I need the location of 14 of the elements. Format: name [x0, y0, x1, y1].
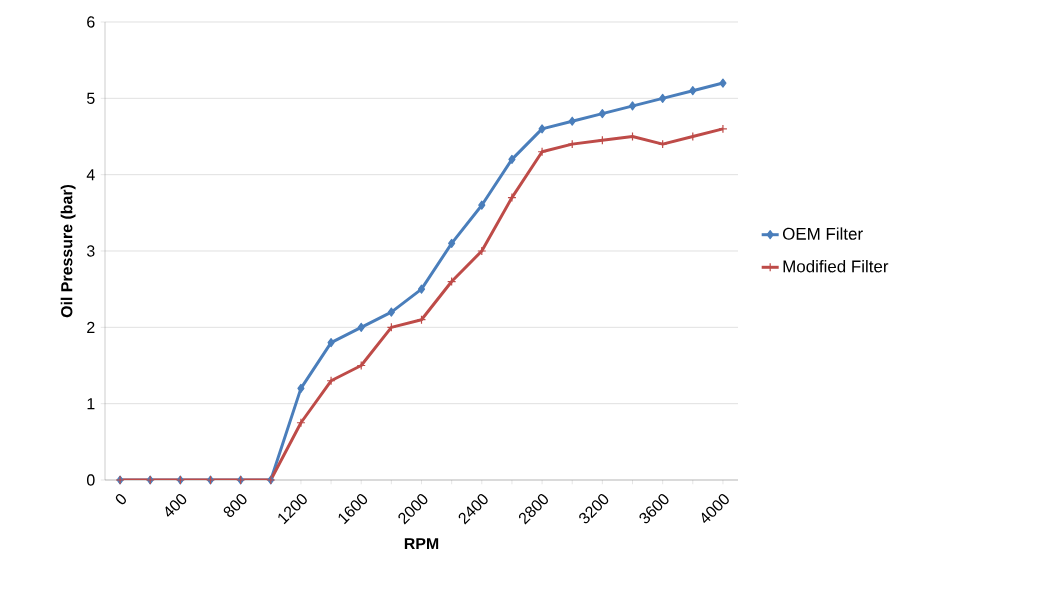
x-tick-label: 800: [223, 494, 247, 518]
x-tick-label: 400: [165, 494, 187, 517]
y-tick-label: 1: [87, 398, 95, 410]
y-tick-label: 4: [86, 169, 95, 181]
x-axis-title: RPM: [404, 538, 439, 550]
y-tick-label: 3: [86, 245, 95, 257]
y-axis-title: Oil Pressure (bar): [60, 184, 76, 318]
y-tick-label: 5: [87, 92, 95, 104]
legend-label: OEM Filter: [782, 227, 863, 240]
y-tick-label: 6: [87, 16, 95, 28]
legend-label: Modified Filter: [783, 259, 889, 273]
y-tick-label: 0: [87, 474, 95, 486]
x-tick-label: 0: [115, 494, 126, 505]
y-tick-label: 2: [87, 321, 95, 333]
